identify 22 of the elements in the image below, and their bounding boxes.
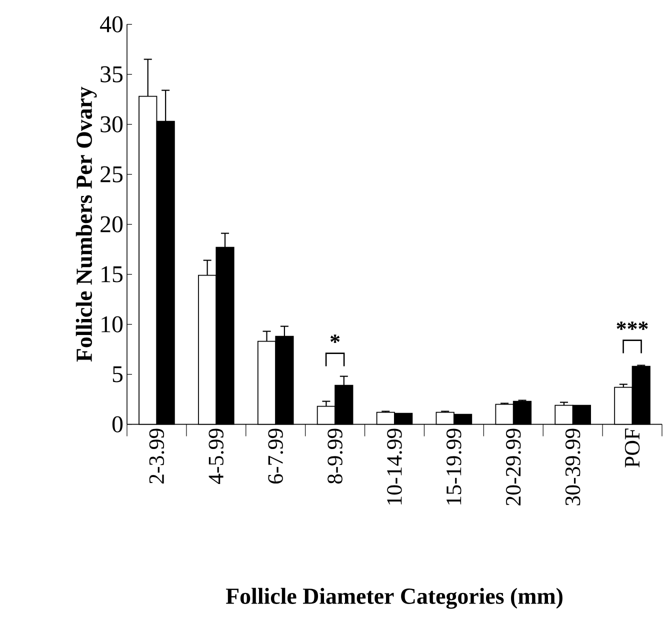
y-tick-label: 35 xyxy=(100,66,123,82)
annotation: * xyxy=(330,334,340,343)
x-tick-label: 6-7.99 xyxy=(268,428,284,484)
y-tick-label: 30 xyxy=(100,116,123,132)
y-axis-title: Follicle Numbers Per Ovary xyxy=(76,86,97,362)
x-tick-label: 20-29.99 xyxy=(506,428,521,506)
x-axis-title: Follicle Diameter Categories (mm) xyxy=(226,588,562,609)
x-tick-label: POF xyxy=(624,428,640,468)
x-tick-label: 2-3.99 xyxy=(149,428,164,484)
y-tick-label: 40 xyxy=(100,16,123,32)
annotation: *** xyxy=(616,322,648,330)
x-tick-label: 10-14.99 xyxy=(387,428,402,504)
y-tick-label: 5 xyxy=(112,366,123,382)
y-tick-label: 20 xyxy=(100,216,123,232)
y-tick-label: 25 xyxy=(100,166,123,182)
x-tick-label: 15-19.99 xyxy=(446,428,462,504)
x-tick-label: 30-39.99 xyxy=(565,428,580,506)
x-tick-label: 4-5.99 xyxy=(208,428,224,484)
y-tick-label: 0 xyxy=(112,416,123,432)
x-tick-label: 8-9.99 xyxy=(328,428,343,484)
y-tick-label: 10 xyxy=(102,316,123,332)
y-tick-label: 15 xyxy=(102,266,123,282)
